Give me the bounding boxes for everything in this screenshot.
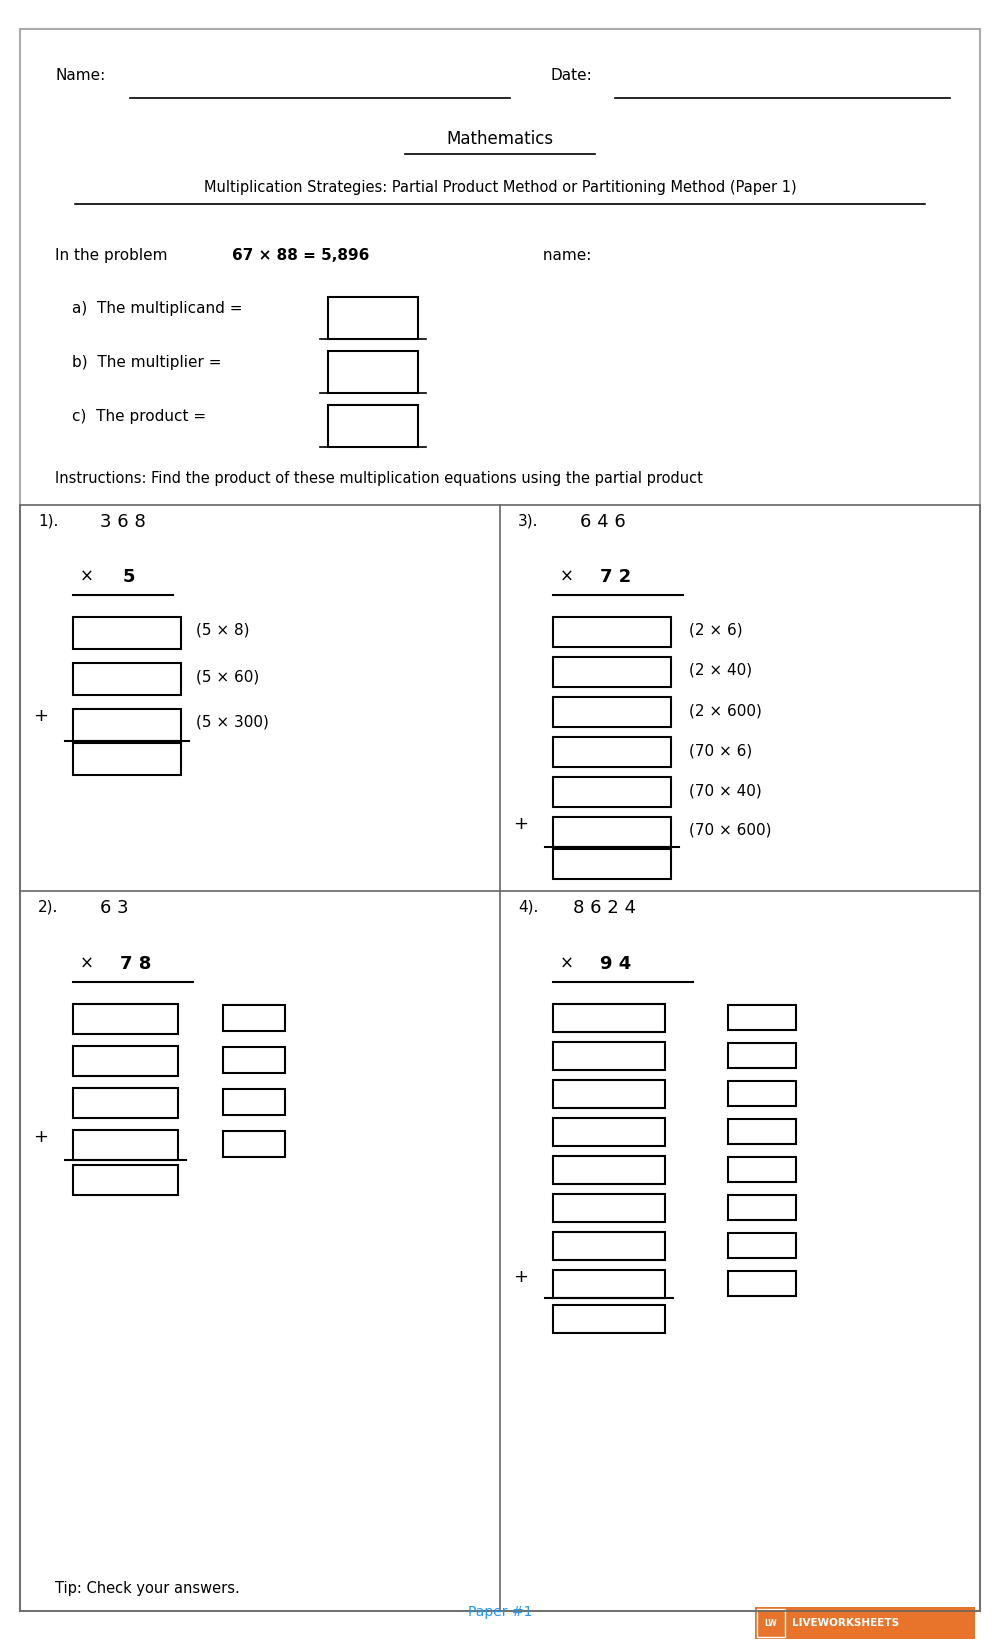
Bar	[553, 849, 671, 879]
Text: 5: 5	[123, 568, 136, 587]
Bar	[728, 1234, 796, 1259]
Bar	[328, 406, 418, 447]
Text: Paper #1: Paper #1	[468, 1605, 532, 1618]
Bar	[553, 657, 671, 687]
Bar	[757, 1608, 785, 1636]
Bar	[223, 1004, 285, 1032]
Text: (2 × 40): (2 × 40)	[689, 664, 752, 679]
Bar	[553, 1117, 665, 1147]
Text: Instructions: Find the product of these multiplication equations using the parti: Instructions: Find the product of these …	[55, 472, 703, 486]
Text: (70 × 6): (70 × 6)	[689, 743, 752, 757]
Text: In the problem: In the problem	[55, 248, 172, 263]
Text: 67 × 88 = 5,896: 67 × 88 = 5,896	[232, 248, 369, 263]
Bar	[223, 1089, 285, 1116]
Text: Name:: Name:	[55, 67, 105, 84]
Bar	[223, 1130, 285, 1157]
Bar	[553, 697, 671, 726]
Bar	[728, 1157, 796, 1181]
Text: 7 8: 7 8	[120, 955, 151, 973]
Text: Tip: Check your answers.: Tip: Check your answers.	[55, 1581, 240, 1595]
Bar	[728, 1006, 796, 1030]
Text: LIVEWORKSHEETS: LIVEWORKSHEETS	[792, 1618, 899, 1628]
Text: (70 × 600): (70 × 600)	[689, 823, 771, 838]
Text: ×: ×	[80, 955, 94, 973]
Bar	[553, 1042, 665, 1070]
Bar	[755, 1607, 975, 1640]
Text: Date:: Date:	[550, 67, 592, 84]
Bar	[73, 1165, 178, 1194]
Text: (2 × 600): (2 × 600)	[689, 703, 762, 718]
Bar	[553, 1157, 665, 1185]
Bar	[553, 1194, 665, 1222]
Bar	[728, 1081, 796, 1106]
Text: 2).: 2).	[38, 899, 58, 914]
Text: Multiplication Strategies: Partial Product Method or Partitioning Method (Paper : Multiplication Strategies: Partial Produ…	[204, 181, 796, 196]
Text: 6 3: 6 3	[100, 899, 129, 917]
Text: ×: ×	[80, 568, 94, 587]
Bar	[73, 1088, 178, 1117]
Text: +: +	[33, 706, 48, 725]
Bar	[553, 738, 671, 767]
Bar	[73, 1004, 178, 1033]
Text: 6 4 6: 6 4 6	[580, 513, 626, 531]
Bar	[223, 1047, 285, 1073]
Text: a)  The multiplicand =: a) The multiplicand =	[72, 301, 242, 315]
Bar	[553, 618, 671, 647]
Bar	[728, 1272, 796, 1296]
Bar	[553, 817, 671, 848]
Bar	[728, 1043, 796, 1068]
Bar	[553, 1232, 665, 1260]
Bar	[553, 1270, 665, 1298]
Bar	[73, 618, 181, 649]
Bar	[73, 1130, 178, 1160]
Bar	[73, 664, 181, 695]
Bar	[553, 777, 671, 807]
Text: +: +	[33, 1129, 48, 1147]
Text: +: +	[513, 815, 528, 833]
Bar	[73, 743, 181, 775]
Text: 9 4: 9 4	[600, 955, 631, 973]
Bar	[728, 1119, 796, 1144]
Text: ×: ×	[560, 955, 574, 973]
Text: (70 × 40): (70 × 40)	[689, 784, 762, 798]
Bar	[328, 297, 418, 338]
Text: name:: name:	[538, 248, 591, 263]
Text: c)  The product =: c) The product =	[72, 409, 206, 424]
Bar	[73, 710, 181, 741]
Text: LW: LW	[765, 1618, 777, 1628]
Bar	[728, 1196, 796, 1221]
Text: 4).: 4).	[518, 899, 538, 914]
Bar	[553, 1079, 665, 1107]
Bar	[328, 352, 418, 393]
Text: 3).: 3).	[518, 513, 538, 527]
Text: (2 × 6): (2 × 6)	[689, 623, 743, 637]
Text: b)  The multiplier =: b) The multiplier =	[72, 355, 222, 370]
Text: ×: ×	[560, 568, 574, 587]
Text: (5 × 300): (5 × 300)	[196, 715, 269, 729]
Text: Mathematics: Mathematics	[446, 130, 554, 148]
Text: (5 × 60): (5 × 60)	[196, 669, 259, 683]
Text: 7 2: 7 2	[600, 568, 631, 587]
Bar	[553, 1305, 665, 1332]
Bar	[553, 1004, 665, 1032]
Text: 3 6 8: 3 6 8	[100, 513, 146, 531]
Text: (5 × 8): (5 × 8)	[196, 623, 250, 637]
Text: +: +	[513, 1268, 528, 1286]
Bar	[73, 1047, 178, 1076]
Text: 8 6 2 4: 8 6 2 4	[573, 899, 636, 917]
Text: 1).: 1).	[38, 513, 58, 527]
